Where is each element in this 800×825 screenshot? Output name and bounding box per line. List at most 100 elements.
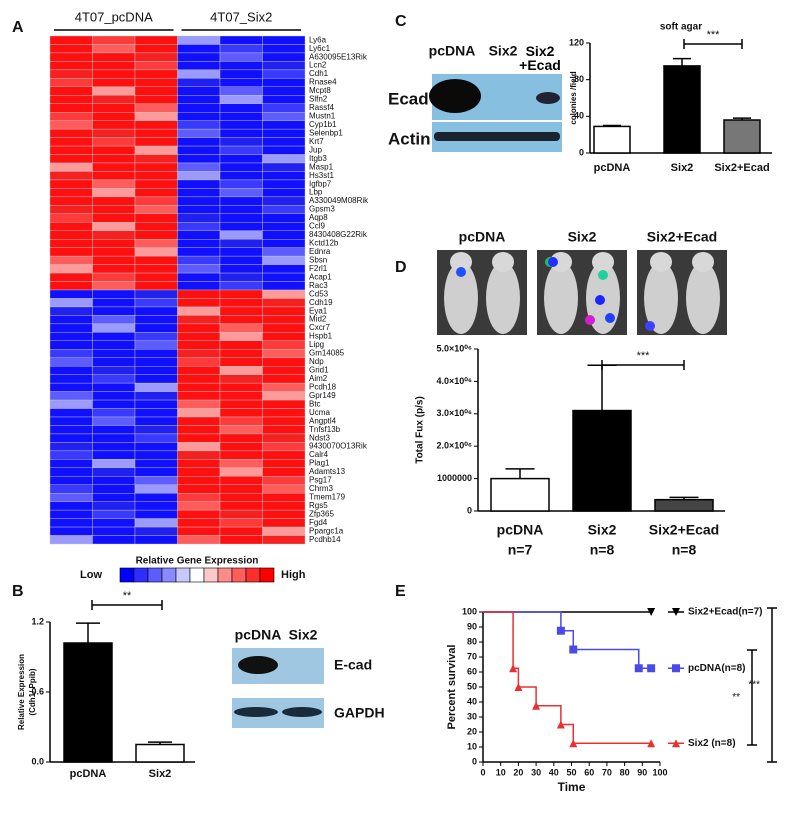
heatmap-cell: [177, 459, 221, 469]
y-tick-label: 50: [467, 681, 477, 691]
heatmap-cell: [262, 298, 306, 308]
heatmap-cell: [177, 154, 221, 164]
gene-label: Tnfsf13b: [309, 425, 341, 434]
heatmap-cell: [134, 509, 178, 519]
heatmap-cell: [134, 450, 178, 460]
gene-label: Krt7: [309, 137, 324, 146]
heatmap-cell: [134, 95, 178, 104]
heatmap-cell: [219, 145, 263, 155]
heatmap-cell: [219, 78, 263, 88]
heatmap-cell: [177, 493, 221, 502]
gene-label: Gm14085: [309, 349, 345, 358]
heatmap-cell: [177, 332, 221, 342]
heatmap-cell: [262, 272, 306, 282]
gene-label: Rac3: [309, 281, 328, 290]
significance: ***: [637, 350, 651, 362]
bar: [490, 477, 550, 512]
heatmap-cell: [262, 501, 306, 511]
heatmap-cell: [49, 44, 93, 54]
color-scale: [189, 567, 205, 583]
heatmap-cell: [92, 509, 136, 519]
heatmap-cell: [219, 255, 263, 265]
heatmap-cell: [262, 476, 306, 485]
heatmap-cell: [49, 103, 93, 113]
gene-label: Lcn2: [309, 61, 327, 70]
heatmap-cell: [262, 484, 306, 494]
gene-label: Selenbp1: [309, 128, 343, 137]
color-scale: [133, 567, 149, 583]
gene-label: Hspb1: [309, 332, 333, 341]
heatmap-cell: [49, 374, 93, 384]
gene-label: Mid2: [309, 315, 327, 324]
heatmap-cell: [49, 78, 93, 88]
heatmap-cell: [92, 179, 136, 189]
heatmap-cell: [262, 391, 306, 401]
marker: [569, 739, 578, 748]
gene-label: Ly6a: [309, 35, 327, 44]
heatmap-cell: [262, 103, 306, 113]
heatmap-cell: [177, 501, 221, 511]
heatmap-cell: [49, 306, 93, 316]
heatmap-cell: [219, 120, 263, 130]
heatmap-cell: [134, 315, 178, 325]
heatmap-cell: [177, 272, 221, 282]
heatmap-cell: [177, 323, 221, 333]
heatmap-cell: [49, 52, 93, 62]
lane-label: Six2 +Ecad: [519, 43, 561, 73]
heatmap-cell: [92, 69, 136, 79]
heatmap-cell: [177, 349, 221, 358]
heatmap-cell: [49, 222, 93, 231]
y-tick-label: 100: [462, 606, 477, 616]
heatmap-cell: [134, 425, 178, 435]
x-tick-label: 20: [513, 767, 523, 777]
gene-label: Hs3st1: [309, 171, 334, 180]
heatmap-cell: [262, 35, 306, 45]
heatmap-cell: [134, 272, 178, 282]
mouse-head: [450, 252, 472, 272]
heatmap-cell: [262, 433, 306, 443]
heatmap-cell: [177, 484, 221, 494]
heatmap-cell: [92, 476, 136, 485]
heatmap-cell: [219, 230, 263, 240]
x-tick-label: 50: [566, 767, 576, 777]
gene-label: Igfbp7: [309, 179, 332, 188]
heatmap-cell: [92, 111, 136, 121]
y-tick-label: 80: [574, 74, 584, 84]
heatmap-cell: [92, 162, 136, 172]
heatmap-cell: [262, 357, 306, 367]
gene-label: Gpr149: [309, 391, 336, 400]
mouse: [686, 262, 720, 334]
heatmap-cell: [262, 111, 306, 121]
heatmap-cell: [134, 247, 178, 257]
heatmap-cell: [177, 315, 221, 325]
heatmap-cell: [177, 264, 221, 274]
heatmap-cell: [49, 535, 93, 545]
heatmap-cell: [92, 349, 136, 358]
heatmap-cell: [177, 44, 221, 54]
heatmap-cell: [134, 61, 178, 71]
heatmap-cell: [177, 408, 221, 418]
heatmap-cell: [92, 52, 136, 62]
heatmap-cell: [134, 289, 178, 299]
band: [238, 656, 278, 674]
gene-label: Itgb3: [309, 154, 327, 163]
color-scale: [119, 567, 135, 583]
signal: [585, 315, 595, 325]
heatmap-cell: [177, 433, 221, 443]
significance: ***: [707, 29, 721, 41]
heatmap-cell: [49, 238, 93, 248]
heatmap-cell: [134, 213, 178, 223]
heatmap-cell: [219, 264, 263, 274]
heatmap-cell: [134, 476, 178, 485]
heatmap-cell: [177, 357, 221, 367]
heatmap-cell: [49, 35, 93, 45]
marker: [509, 664, 518, 673]
heatmap-cell: [134, 374, 178, 384]
lane-label: Six2: [289, 627, 318, 643]
y-tick-label: 0.6: [31, 686, 44, 696]
gene-label: Pcdhb14: [309, 535, 341, 544]
heatmap-cell: [134, 145, 178, 155]
heatmap-cell: [177, 145, 221, 155]
x-tick-label: 60: [584, 767, 594, 777]
gene-label: Ly6c1: [309, 44, 331, 53]
